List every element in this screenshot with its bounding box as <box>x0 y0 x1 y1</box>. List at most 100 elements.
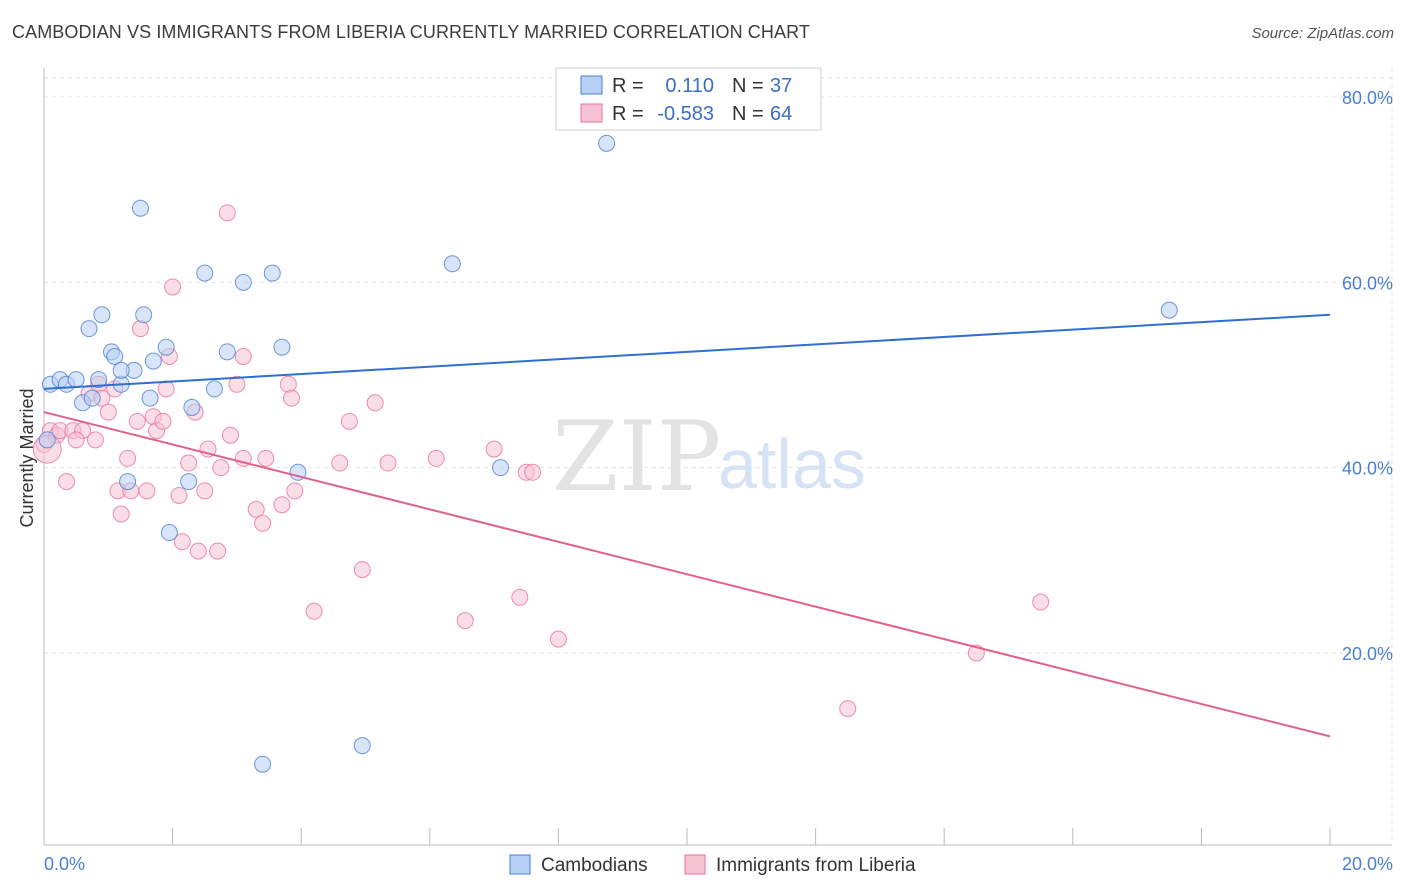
data-point <box>234 273 252 291</box>
data-point <box>99 403 117 421</box>
data-point <box>112 361 130 379</box>
data-point <box>331 454 349 472</box>
data-point <box>38 431 56 449</box>
data-point <box>58 473 76 491</box>
data-point <box>180 454 198 472</box>
data-point <box>112 505 130 523</box>
data-point <box>353 737 371 755</box>
trend-line-blue <box>43 313 1331 390</box>
x-tick-label: 0.0% <box>44 854 85 874</box>
data-point <box>83 389 101 407</box>
data-point <box>196 264 214 282</box>
legend-swatch-blue <box>580 75 603 95</box>
data-point <box>353 561 371 579</box>
bottom-legend-swatch-cambodians <box>509 854 531 875</box>
data-point <box>218 343 236 361</box>
data-point <box>1160 301 1178 319</box>
data-point <box>427 449 445 467</box>
data-point <box>511 588 529 606</box>
data-point <box>173 533 191 551</box>
source-label: Source: ZipAtlas.com <box>1251 25 1394 42</box>
data-point <box>128 412 146 430</box>
legend-n-label-1: N = <box>732 75 764 97</box>
data-point <box>485 440 503 458</box>
data-point <box>524 463 542 481</box>
data-point <box>135 306 153 324</box>
data-point <box>189 542 207 560</box>
bottom-legend-swatch-liberia <box>684 854 706 875</box>
trend-line-pink <box>43 411 1331 738</box>
data-point <box>138 482 156 500</box>
legend-r-value-2: -0.583 <box>657 103 714 125</box>
data-point <box>279 375 297 393</box>
data-point <box>234 347 252 365</box>
data-point <box>492 459 510 477</box>
data-point <box>247 500 265 518</box>
data-point <box>205 380 223 398</box>
data-point <box>254 514 272 532</box>
data-point <box>157 380 175 398</box>
bottom-legend-label-cambodians: Cambodians <box>541 855 648 876</box>
data-point <box>157 338 175 356</box>
data-point <box>119 473 137 491</box>
data-point <box>286 482 304 500</box>
bottom-legend-label-liberia: Immigrants from Liberia <box>716 855 916 876</box>
bottom-legend: Cambodians Immigrants from Liberia <box>509 854 916 876</box>
x-ticks <box>43 828 1331 845</box>
data-point <box>257 449 275 467</box>
data-point <box>180 473 198 491</box>
data-point <box>549 630 567 648</box>
data-point <box>90 371 108 389</box>
data-point <box>154 412 172 430</box>
data-point <box>263 264 281 282</box>
legend-r-label-2: R = <box>612 103 644 125</box>
data-point <box>254 755 272 773</box>
data-point <box>273 338 291 356</box>
y-tick-label: 80.0% <box>1342 88 1393 108</box>
y-tick-label: 60.0% <box>1342 273 1393 293</box>
data-point <box>379 454 397 472</box>
x-tick-labels: 0.0% 20.0% <box>44 854 1393 874</box>
data-point <box>196 482 214 500</box>
data-point <box>183 398 201 416</box>
legend-n-value-1: 37 <box>770 75 792 97</box>
legend-swatch-pink <box>580 103 603 123</box>
y-tick-label: 40.0% <box>1342 459 1393 479</box>
data-point <box>131 199 149 217</box>
chart-title: CAMBODIAN VS IMMIGRANTS FROM LIBERIA CUR… <box>12 22 810 42</box>
data-point <box>443 255 461 273</box>
data-point <box>86 431 104 449</box>
data-point <box>67 371 85 389</box>
data-point <box>456 612 474 630</box>
y-tick-labels: 80.0% 60.0% 40.0% 20.0% <box>1342 88 1393 664</box>
watermark: ZIP atlas <box>552 401 866 513</box>
data-point <box>67 431 85 449</box>
data-point <box>164 278 182 296</box>
data-point <box>170 486 188 504</box>
legend-box: R = 0.110 N = 37 R = -0.583 N = 64 <box>555 67 822 131</box>
watermark-atlas: atlas <box>718 425 866 503</box>
data-point <box>212 459 230 477</box>
data-point <box>283 389 301 407</box>
trend-lines <box>43 313 1331 738</box>
data-point <box>93 306 111 324</box>
y-tick-label: 20.0% <box>1342 644 1393 664</box>
data-point <box>598 134 616 152</box>
data-point <box>221 426 239 444</box>
legend-n-value-2: 64 <box>770 103 792 125</box>
legend-r-label-1: R = <box>612 75 644 97</box>
data-point <box>209 542 227 560</box>
data-point <box>141 389 159 407</box>
data-point <box>106 347 124 365</box>
data-point <box>119 449 137 467</box>
data-point <box>80 320 98 338</box>
series-liberia-points <box>32 204 1050 718</box>
data-point <box>1032 593 1050 611</box>
data-point <box>160 524 178 542</box>
data-point <box>273 496 291 514</box>
data-point <box>228 375 246 393</box>
data-point <box>305 602 323 620</box>
data-point <box>144 352 162 370</box>
data-point <box>366 394 384 412</box>
